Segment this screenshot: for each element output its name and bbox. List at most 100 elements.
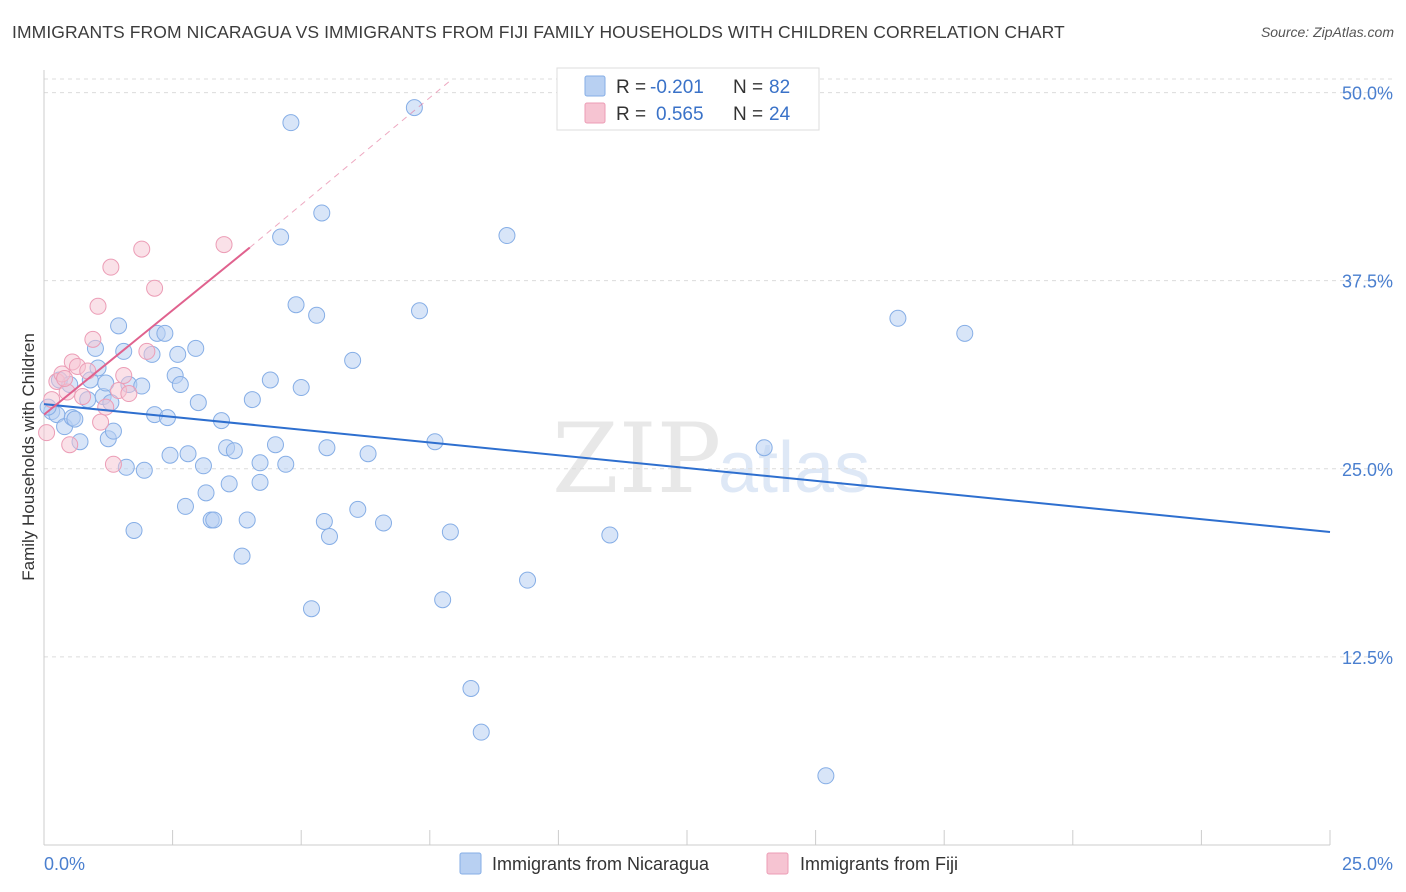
data-point-fiji (146, 279, 164, 297)
data-point-nicaragua (282, 114, 300, 132)
series-legend: Immigrants from Nicaragua Immigrants fro… (459, 852, 958, 875)
data-point-nicaragua (187, 339, 205, 357)
data-point-nicaragua (266, 436, 284, 454)
legend-swatch-nicaragua (584, 75, 606, 97)
series-fiji-points (38, 236, 233, 473)
data-point-fiji (133, 240, 151, 258)
data-point-fiji (84, 330, 102, 348)
data-point-fiji (74, 388, 92, 406)
data-point-nicaragua (251, 454, 269, 472)
watermark: ZIP atlas (552, 403, 870, 515)
legend-r-value-nicaragua: -0.201 (650, 77, 704, 98)
data-point-fiji (120, 385, 138, 403)
trend-line-nicaragua (43, 403, 1331, 533)
x-tick-label-max: 25.0% (1342, 854, 1393, 874)
data-point-nicaragua (405, 99, 423, 117)
data-point-nicaragua (411, 302, 429, 320)
data-point-nicaragua (292, 379, 310, 397)
trend-line-fiji-extension (249, 80, 451, 248)
bottom-legend-label-nicaragua: Immigrants from Nicaragua (492, 854, 710, 874)
y-tick-label: 25.0% (1342, 460, 1393, 480)
data-point-nicaragua (434, 591, 452, 609)
data-point-nicaragua (318, 439, 336, 457)
legend-n-label-fiji: N = (733, 104, 763, 125)
x-axis-ticks (43, 830, 1331, 845)
trend-line-fiji (43, 246, 251, 416)
data-point-nicaragua (601, 526, 619, 544)
legend-n-value-nicaragua: 82 (769, 77, 790, 98)
data-point-nicaragua (344, 351, 362, 369)
legend-swatch-fiji (584, 102, 606, 124)
data-point-nicaragua (156, 324, 174, 342)
data-point-nicaragua (349, 500, 367, 518)
data-point-nicaragua (233, 547, 251, 565)
data-point-nicaragua (189, 394, 207, 412)
data-point-nicaragua (498, 227, 516, 245)
data-point-nicaragua (220, 475, 238, 493)
data-point-nicaragua (889, 309, 907, 327)
data-point-nicaragua (287, 296, 305, 314)
x-tick-label-min: 0.0% (44, 854, 85, 874)
series-nicaragua-points (39, 99, 974, 785)
trend-lines (43, 80, 1331, 533)
data-point-fiji (115, 366, 133, 384)
data-point-nicaragua (817, 767, 835, 785)
data-point-fiji (138, 342, 156, 360)
data-point-nicaragua (179, 445, 197, 463)
data-point-nicaragua (161, 446, 179, 464)
legend-r-label-fiji: R = (616, 104, 646, 125)
data-point-nicaragua (375, 514, 393, 532)
source-label: Source: ZipAtlas.com (1260, 24, 1394, 40)
data-point-fiji (56, 369, 74, 387)
y-tick-label: 37.5% (1342, 272, 1393, 292)
data-point-fiji (102, 258, 120, 276)
stats-legend: R = -0.201 N = 82 R = 0.565 N = 24 (556, 67, 820, 131)
data-point-nicaragua (169, 345, 187, 363)
data-point-fiji (89, 297, 107, 315)
data-point-nicaragua (176, 497, 194, 515)
data-point-nicaragua (125, 521, 143, 539)
grid-lines (44, 78, 1392, 658)
data-point-nicaragua (133, 377, 151, 395)
data-point-nicaragua (135, 461, 153, 479)
data-point-nicaragua (359, 445, 377, 463)
legend-n-label-nicaragua: N = (733, 77, 763, 98)
data-point-fiji (61, 436, 79, 454)
data-point-fiji (38, 424, 56, 442)
data-point-nicaragua (66, 410, 84, 428)
data-point-fiji (104, 455, 122, 473)
data-point-nicaragua (472, 723, 490, 741)
data-point-fiji (79, 362, 97, 380)
data-point-nicaragua (272, 228, 290, 246)
data-point-nicaragua (197, 484, 215, 502)
legend-r-label-nicaragua: R = (616, 77, 646, 98)
data-point-nicaragua (302, 600, 320, 618)
bottom-legend-swatch-fiji (766, 852, 789, 875)
data-point-nicaragua (104, 422, 122, 440)
data-point-nicaragua (441, 523, 459, 541)
data-point-nicaragua (308, 306, 326, 324)
y-tick-labels: 12.5% 25.0% 37.5% 50.0% (1342, 84, 1393, 668)
data-point-nicaragua (251, 473, 269, 491)
legend-r-value-fiji: 0.565 (656, 104, 704, 125)
watermark-atlas: atlas (718, 428, 870, 508)
bottom-legend-swatch-nicaragua (459, 852, 482, 875)
data-point-nicaragua (277, 455, 295, 473)
data-point-nicaragua (519, 571, 537, 589)
data-point-nicaragua (313, 204, 331, 222)
data-point-nicaragua (110, 317, 128, 335)
y-tick-label: 50.0% (1342, 84, 1393, 104)
legend-n-value-fiji: 24 (769, 104, 791, 125)
data-point-nicaragua (320, 528, 338, 546)
bottom-legend-label-fiji: Immigrants from Fiji (800, 854, 958, 874)
chart-title: IMMIGRANTS FROM NICARAGUA VS IMMIGRANTS … (12, 22, 1065, 42)
data-point-nicaragua (755, 439, 773, 457)
data-point-nicaragua (205, 511, 223, 529)
data-point-fiji (97, 398, 115, 416)
data-point-nicaragua (194, 457, 212, 475)
data-point-fiji (92, 413, 110, 431)
data-point-nicaragua (315, 512, 333, 530)
data-point-nicaragua (225, 442, 243, 460)
watermark-zip: ZIP (552, 403, 721, 515)
data-point-nicaragua (243, 391, 261, 409)
